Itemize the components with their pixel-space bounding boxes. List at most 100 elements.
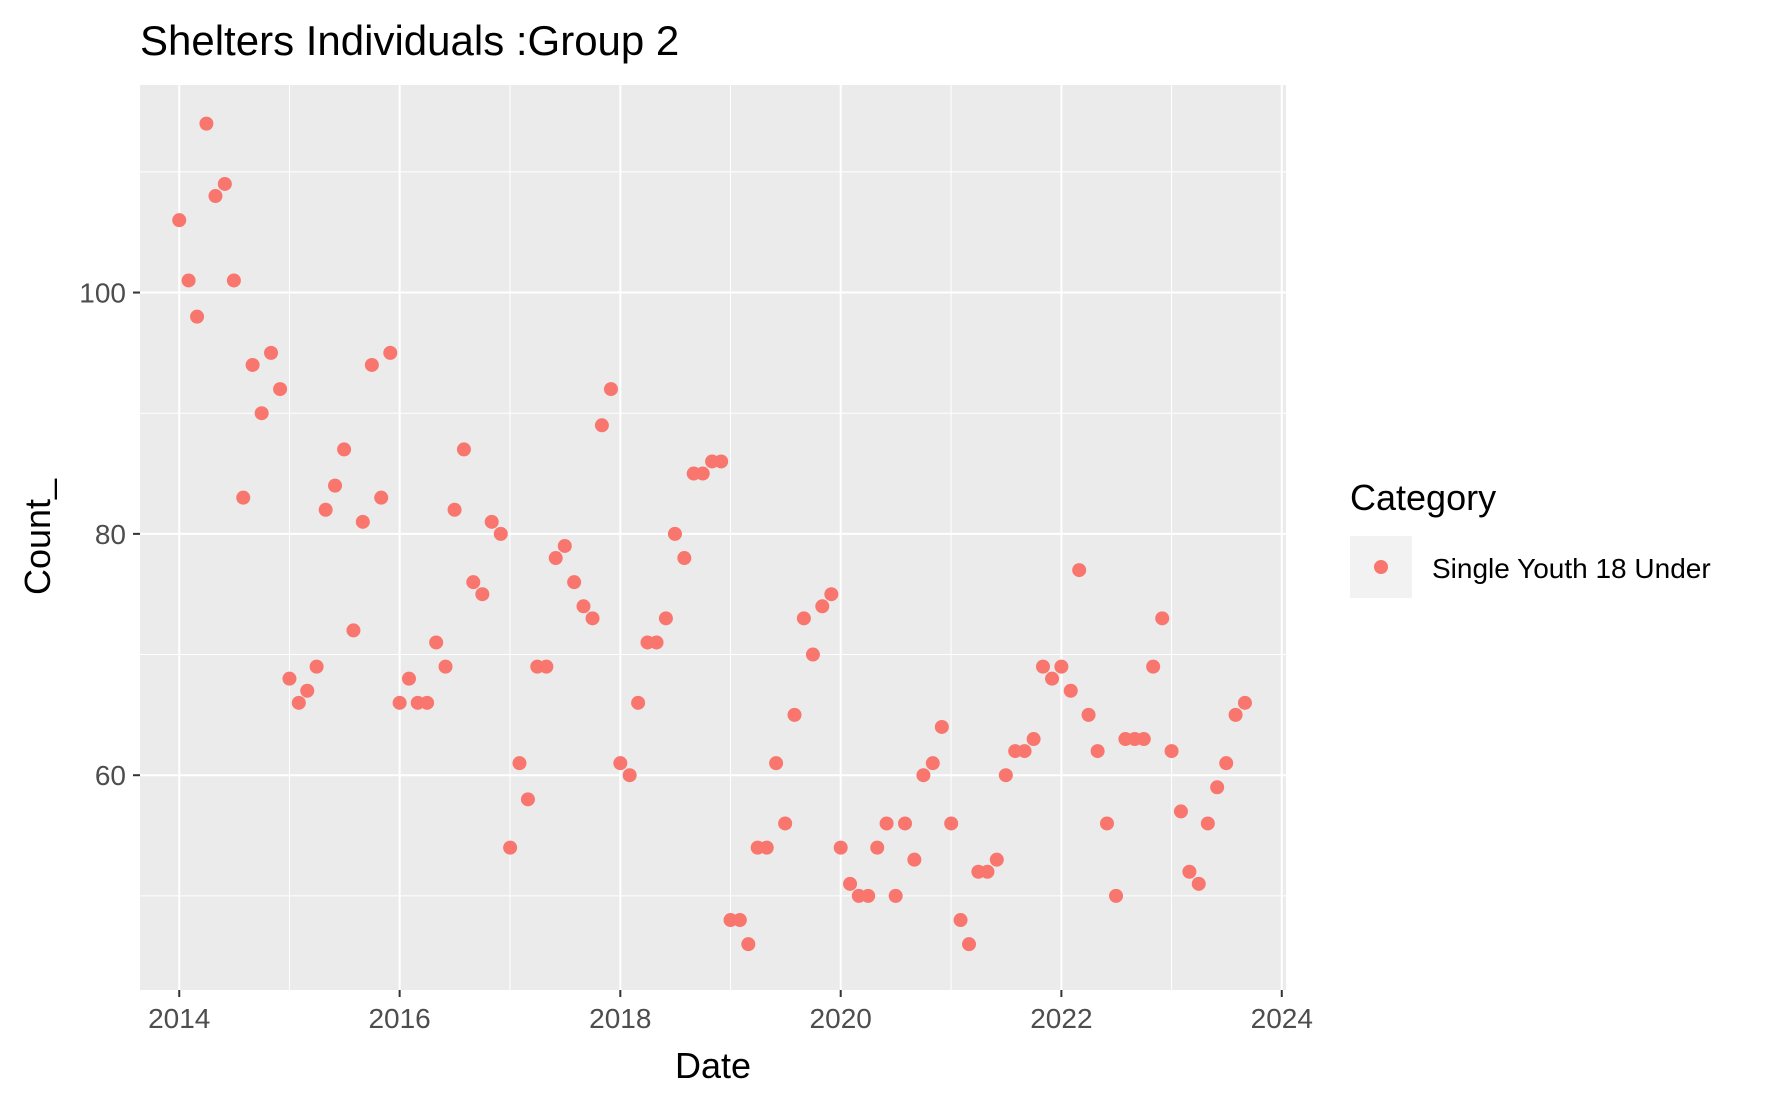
data-point bbox=[567, 575, 582, 590]
data-point bbox=[493, 526, 508, 541]
data-point bbox=[466, 575, 481, 590]
data-point bbox=[1173, 804, 1188, 819]
data-point bbox=[649, 635, 664, 650]
data-point bbox=[879, 816, 894, 831]
x-tick-label: 2024 bbox=[1251, 1003, 1313, 1034]
data-point bbox=[998, 768, 1013, 783]
data-point bbox=[787, 707, 802, 722]
data-point bbox=[613, 756, 628, 771]
data-point bbox=[438, 659, 453, 674]
data-point bbox=[383, 345, 398, 360]
data-point bbox=[714, 454, 729, 469]
legend-key-point bbox=[1374, 560, 1388, 574]
data-point bbox=[759, 840, 774, 855]
x-axis-title: Date bbox=[675, 1045, 751, 1086]
y-tick-label: 80 bbox=[95, 519, 126, 550]
data-point bbox=[962, 937, 977, 952]
data-point bbox=[291, 695, 306, 710]
data-point bbox=[833, 840, 848, 855]
data-point bbox=[980, 864, 995, 879]
data-point bbox=[732, 913, 747, 928]
data-point bbox=[1026, 732, 1041, 747]
data-point bbox=[217, 176, 232, 191]
x-axis: 2014 2016 2018 2020 2022 2024 bbox=[148, 990, 1313, 1034]
data-point bbox=[484, 514, 499, 529]
data-point bbox=[594, 418, 609, 433]
data-point bbox=[346, 623, 361, 638]
data-point bbox=[805, 647, 820, 662]
data-point bbox=[741, 937, 756, 952]
data-point bbox=[1035, 659, 1050, 674]
x-tick-label: 2020 bbox=[810, 1003, 872, 1034]
data-point bbox=[420, 695, 435, 710]
data-point bbox=[677, 551, 692, 566]
data-point bbox=[769, 756, 784, 771]
data-point bbox=[944, 816, 959, 831]
data-point bbox=[631, 695, 646, 710]
data-point bbox=[1136, 732, 1151, 747]
data-point bbox=[172, 213, 187, 228]
data-point bbox=[603, 382, 618, 397]
data-point bbox=[1109, 888, 1124, 903]
legend-label-single-youth-18-under: Single Youth 18 Under bbox=[1432, 553, 1711, 584]
data-point bbox=[576, 599, 591, 614]
data-point bbox=[300, 683, 315, 698]
chart-title: Shelters Individuals :Group 2 bbox=[140, 17, 679, 64]
data-point bbox=[1200, 816, 1215, 831]
data-point bbox=[181, 273, 196, 288]
data-point bbox=[199, 116, 214, 131]
data-point bbox=[815, 599, 830, 614]
data-point bbox=[557, 538, 572, 553]
data-point bbox=[824, 587, 839, 602]
data-point bbox=[1228, 707, 1243, 722]
data-point bbox=[539, 659, 554, 674]
data-point bbox=[447, 502, 462, 517]
data-point bbox=[337, 442, 352, 457]
data-point bbox=[1099, 816, 1114, 831]
data-point bbox=[512, 756, 527, 771]
data-point bbox=[226, 273, 241, 288]
x-tick-label: 2016 bbox=[368, 1003, 430, 1034]
data-point bbox=[1063, 683, 1078, 698]
data-point bbox=[1017, 744, 1032, 759]
data-point bbox=[1072, 563, 1087, 578]
data-point bbox=[1146, 659, 1161, 674]
data-point bbox=[1045, 671, 1060, 686]
data-point bbox=[1237, 695, 1252, 710]
x-tick-label: 2022 bbox=[1030, 1003, 1092, 1034]
x-tick-label: 2014 bbox=[148, 1003, 210, 1034]
data-point bbox=[898, 816, 913, 831]
data-point bbox=[667, 526, 682, 541]
data-point bbox=[318, 502, 333, 517]
data-point bbox=[1081, 707, 1096, 722]
data-point bbox=[796, 611, 811, 626]
data-point bbox=[456, 442, 471, 457]
data-point bbox=[282, 671, 297, 686]
y-axis: 60 80 100 bbox=[79, 278, 140, 791]
data-point bbox=[273, 382, 288, 397]
data-point bbox=[695, 466, 710, 481]
legend-title: Category bbox=[1350, 477, 1496, 518]
data-point bbox=[475, 587, 490, 602]
data-point bbox=[190, 309, 205, 324]
data-point bbox=[1191, 876, 1206, 891]
data-point bbox=[236, 490, 251, 505]
data-point bbox=[401, 671, 416, 686]
data-point bbox=[503, 840, 518, 855]
data-point bbox=[778, 816, 793, 831]
x-tick-label: 2018 bbox=[589, 1003, 651, 1034]
data-point bbox=[989, 852, 1004, 867]
data-point bbox=[364, 357, 379, 372]
data-point bbox=[861, 888, 876, 903]
data-point bbox=[208, 189, 223, 204]
y-tick-label: 60 bbox=[95, 760, 126, 791]
data-point bbox=[1155, 611, 1170, 626]
data-point bbox=[392, 695, 407, 710]
data-point bbox=[328, 478, 343, 493]
data-point bbox=[870, 840, 885, 855]
data-point bbox=[953, 913, 968, 928]
major-gridlines bbox=[140, 85, 1286, 990]
data-point bbox=[1164, 744, 1179, 759]
data-points bbox=[172, 116, 1252, 952]
